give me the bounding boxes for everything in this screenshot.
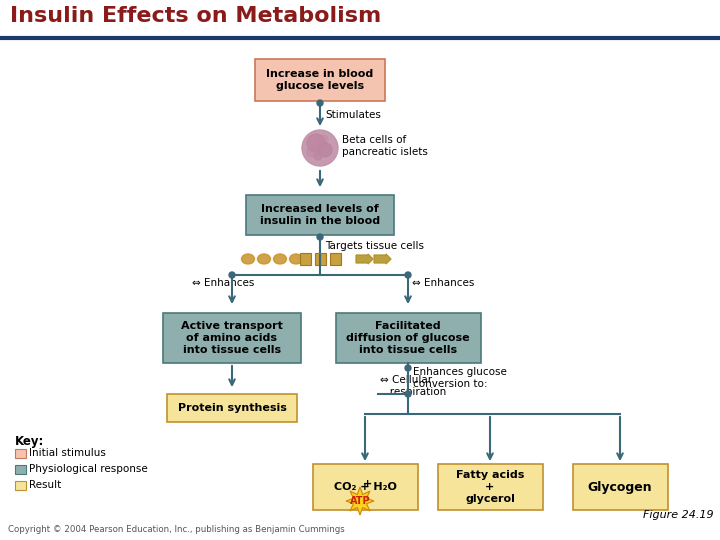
Ellipse shape	[258, 254, 271, 264]
Circle shape	[229, 272, 235, 278]
FancyBboxPatch shape	[163, 313, 301, 363]
Text: Initial stimulus: Initial stimulus	[29, 449, 106, 458]
Circle shape	[405, 272, 411, 278]
Circle shape	[317, 100, 323, 106]
Circle shape	[302, 130, 338, 166]
FancyBboxPatch shape	[300, 253, 311, 265]
Text: Increased levels of
insulin in the blood: Increased levels of insulin in the blood	[260, 204, 380, 226]
Text: Copyright © 2004 Pearson Education, Inc., publishing as Benjamin Cummings: Copyright © 2004 Pearson Education, Inc.…	[8, 525, 345, 535]
Bar	[15, 481, 26, 490]
Text: +: +	[362, 479, 372, 489]
Text: Stimulates: Stimulates	[325, 110, 381, 120]
Text: Physiological response: Physiological response	[29, 464, 148, 475]
Text: Protein synthesis: Protein synthesis	[178, 403, 287, 413]
Text: Insulin Effects on Metabolism: Insulin Effects on Metabolism	[10, 6, 382, 26]
Text: Targets tissue cells: Targets tissue cells	[325, 241, 424, 251]
Text: ⇔ Enhances: ⇔ Enhances	[412, 278, 474, 288]
Circle shape	[405, 391, 411, 397]
FancyBboxPatch shape	[246, 195, 394, 235]
Text: Fatty acids
+
glycerol: Fatty acids + glycerol	[456, 470, 524, 504]
FancyArrow shape	[374, 254, 391, 264]
FancyBboxPatch shape	[255, 59, 385, 101]
Text: Key:: Key:	[15, 435, 45, 448]
Ellipse shape	[289, 254, 302, 264]
Text: Active transport
of amino acids
into tissue cells: Active transport of amino acids into tis…	[181, 321, 283, 355]
Circle shape	[318, 135, 328, 145]
FancyBboxPatch shape	[167, 394, 297, 422]
Polygon shape	[346, 487, 374, 515]
Ellipse shape	[274, 254, 287, 264]
FancyBboxPatch shape	[336, 313, 480, 363]
Circle shape	[307, 134, 325, 152]
Circle shape	[314, 152, 322, 160]
FancyBboxPatch shape	[330, 253, 341, 265]
Text: Enhances glucose
conversion to:: Enhances glucose conversion to:	[413, 367, 507, 389]
Ellipse shape	[241, 254, 254, 264]
Text: Result: Result	[29, 481, 61, 490]
Text: Glycogen: Glycogen	[588, 481, 652, 494]
Text: Figure 24.19: Figure 24.19	[644, 510, 714, 520]
FancyBboxPatch shape	[438, 464, 542, 510]
Text: CO₂ + H₂O: CO₂ + H₂O	[333, 482, 397, 492]
FancyArrow shape	[356, 254, 373, 264]
Text: Facilitated
diffusion of glucose
into tissue cells: Facilitated diffusion of glucose into ti…	[346, 321, 470, 355]
Circle shape	[405, 365, 411, 371]
Text: Beta cells of
pancreatic islets: Beta cells of pancreatic islets	[342, 135, 428, 157]
Circle shape	[318, 143, 332, 157]
Text: ⇔ Cellular
   respiration: ⇔ Cellular respiration	[380, 375, 446, 397]
Text: Increase in blood
glucose levels: Increase in blood glucose levels	[266, 69, 374, 91]
Circle shape	[307, 147, 317, 157]
FancyBboxPatch shape	[315, 253, 326, 265]
Bar	[15, 465, 26, 474]
Text: ⇔ Enhances: ⇔ Enhances	[192, 278, 254, 288]
Bar	[15, 449, 26, 458]
Text: ATP: ATP	[350, 496, 370, 506]
Circle shape	[317, 234, 323, 240]
FancyBboxPatch shape	[572, 464, 667, 510]
FancyBboxPatch shape	[312, 464, 418, 510]
